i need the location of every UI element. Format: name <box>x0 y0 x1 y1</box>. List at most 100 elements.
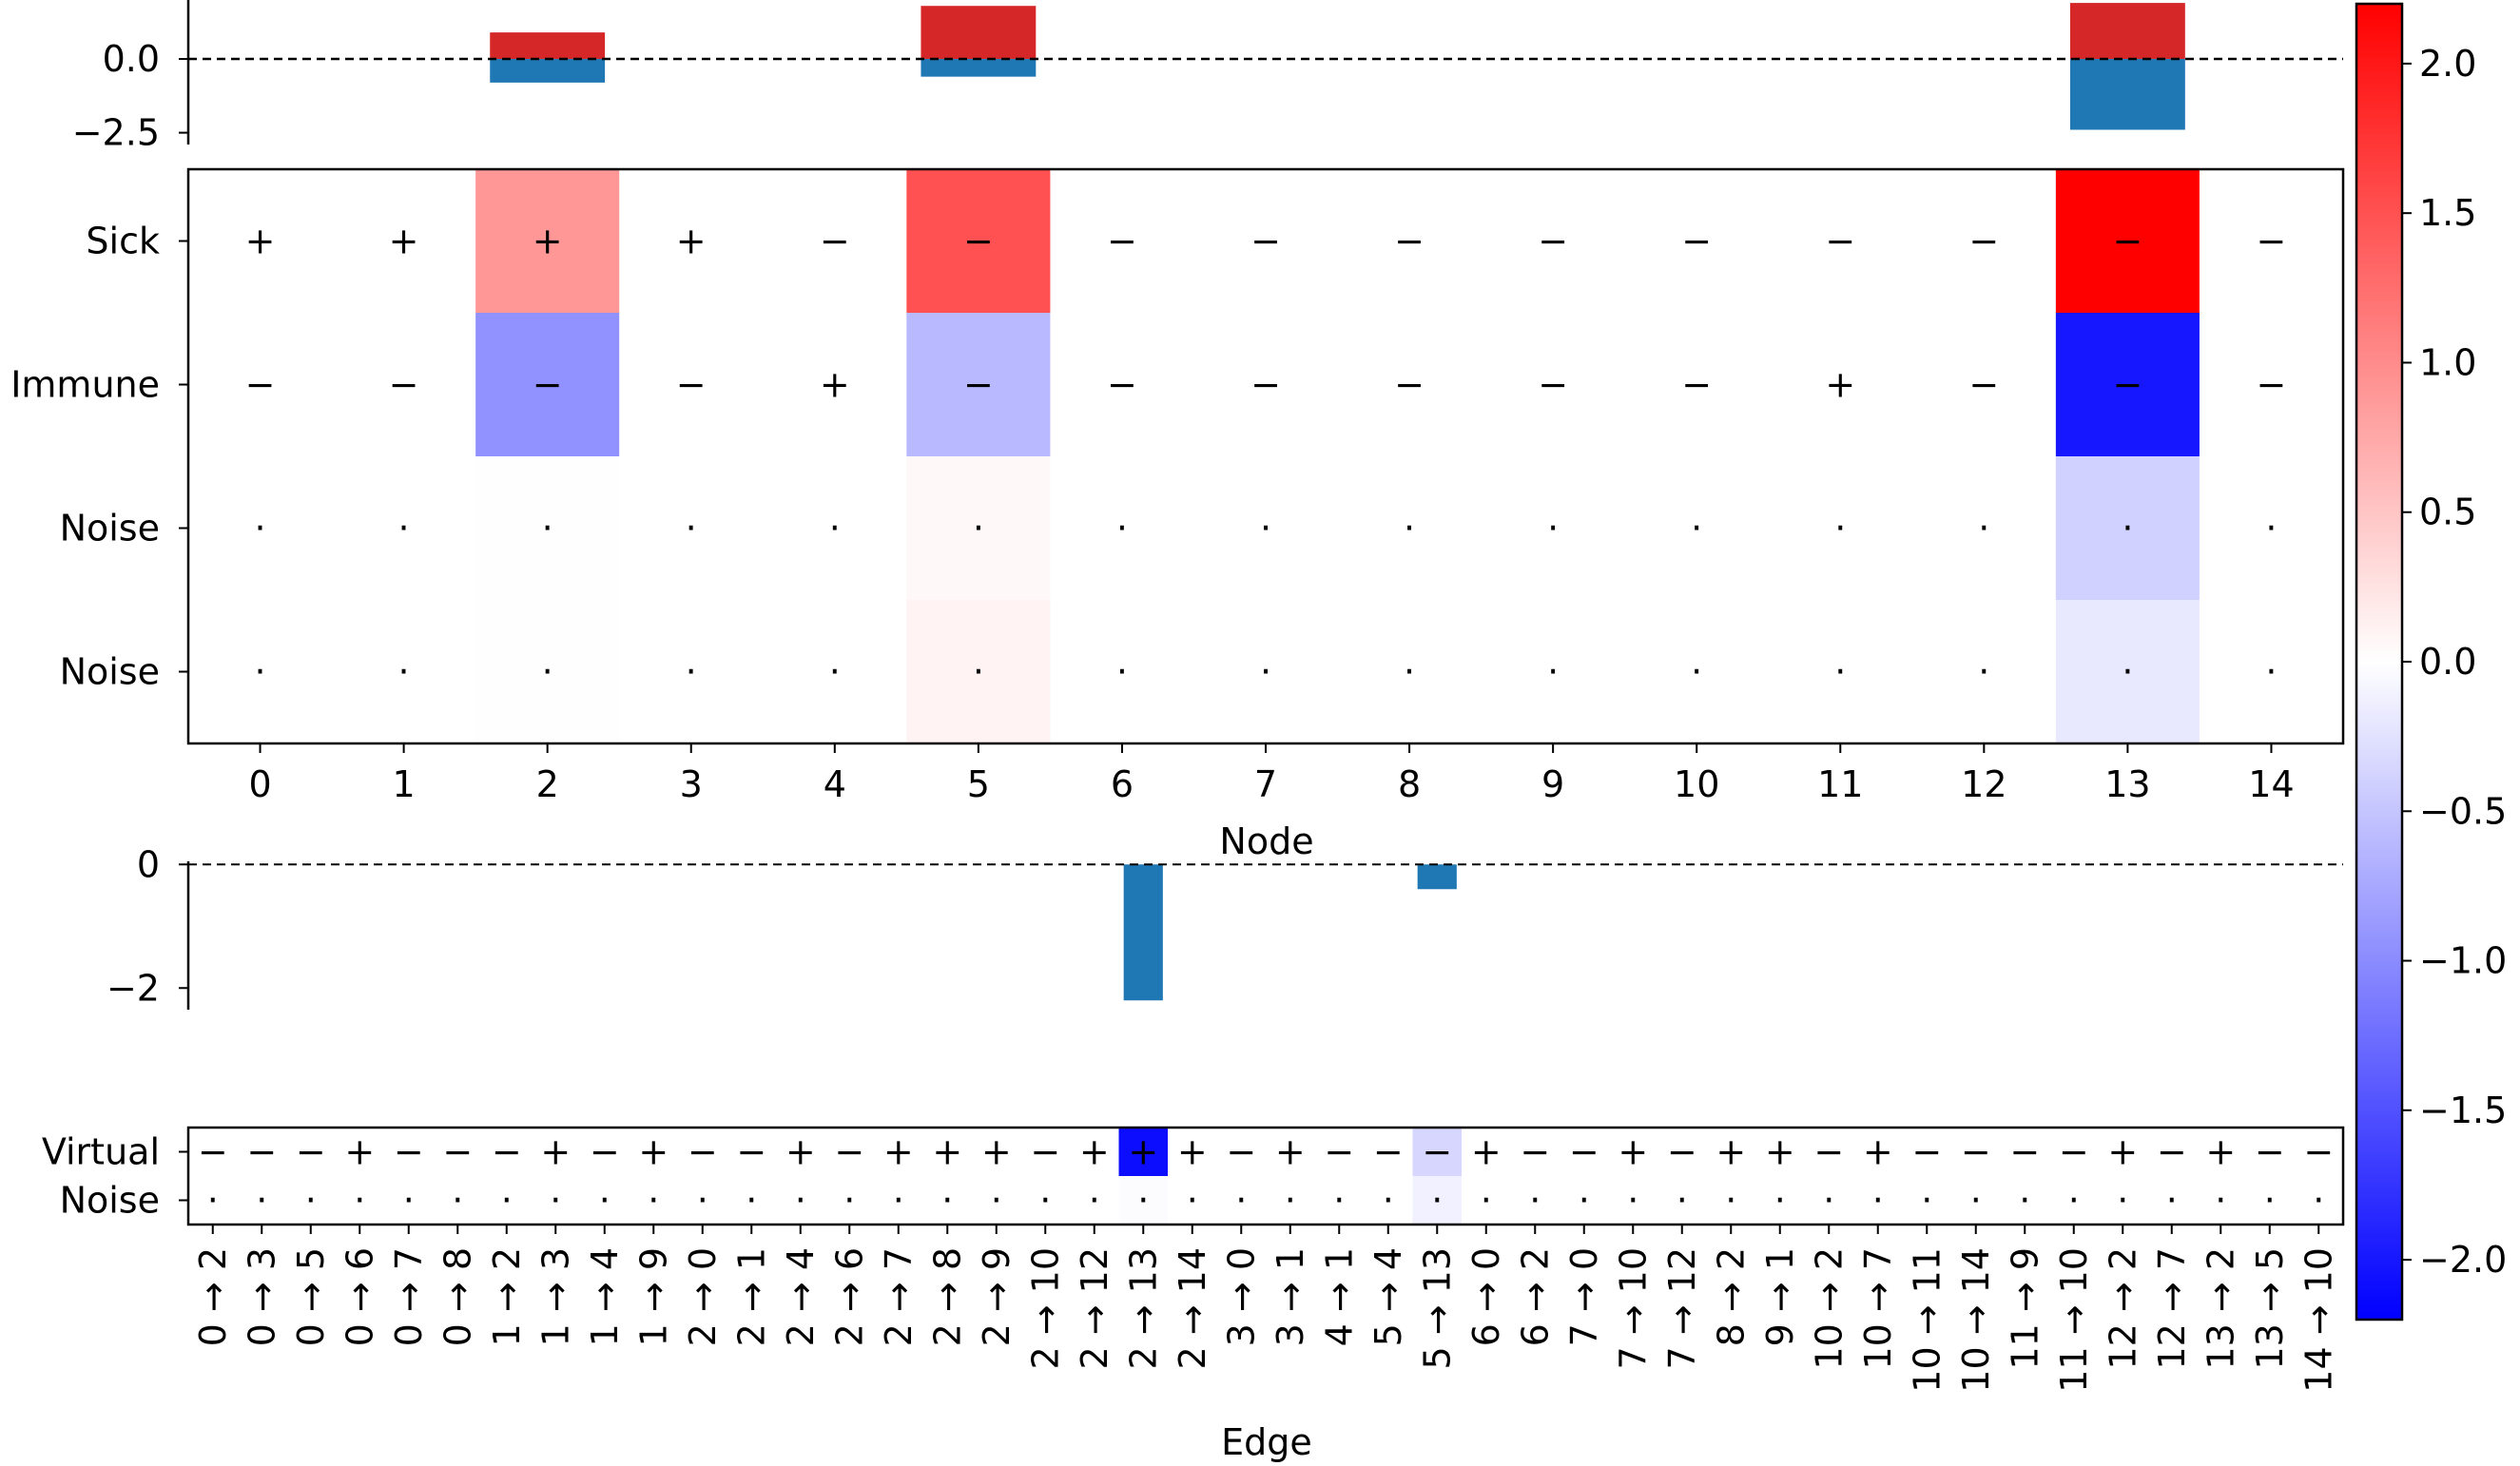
node-sign-glyph: + <box>676 221 707 262</box>
node-sign-glyph: · <box>1978 651 1989 693</box>
node-sign-glyph: − <box>1394 364 1425 406</box>
node-sign-glyph: − <box>963 364 994 406</box>
node-negative-bar <box>490 59 606 83</box>
edge-heatmap-cell <box>237 1176 287 1225</box>
edge-sign-glyph: · <box>1235 1180 1247 1222</box>
edge-sign-glyph: · <box>2264 1180 2276 1222</box>
node-x-tick-label: 8 <box>1398 763 1421 805</box>
edge-sign-glyph: · <box>2313 1180 2324 1222</box>
edge-sign-glyph: − <box>296 1131 326 1173</box>
edge-heatmap-cell <box>1706 1176 1756 1225</box>
node-heatmap-cell <box>1193 169 1339 314</box>
edge-heatmap-cell <box>1070 1128 1119 1177</box>
edge-x-tick-label: 10 → 14 <box>1955 1247 1997 1393</box>
node-sign-glyph: · <box>2122 508 2133 550</box>
edge-sign-glyph: − <box>2303 1131 2334 1173</box>
edge-sign-glyph: + <box>1177 1131 1208 1173</box>
edge-heatmap-cell <box>1951 1128 2001 1177</box>
colorbar-bar <box>2355 2 2404 1321</box>
edge-x-tick-label: 2 → 13 <box>1122 1247 1164 1370</box>
node-heatmap-cell <box>332 600 476 744</box>
node-positive-bar <box>2069 3 2185 60</box>
node-x-tick-label: 12 <box>1961 763 2006 805</box>
edge-x-tick-label: 2 → 12 <box>1074 1247 1115 1370</box>
node-heatmap-cell <box>332 456 476 601</box>
edge-heatmap-cell <box>1168 1176 1217 1225</box>
node-bar-y-tick-label: 0.0 <box>103 38 160 80</box>
node-sign-glyph: − <box>1538 221 1568 262</box>
edge-heatmap-cell <box>1951 1176 2001 1225</box>
node-x-tick-label: 9 <box>1541 763 1564 805</box>
edge-sign-glyph: · <box>207 1180 219 1222</box>
edge-heatmap-cell <box>2049 1128 2099 1177</box>
node-sign-glyph: − <box>1107 221 1137 262</box>
node-heatmap-cell <box>763 169 907 314</box>
edge-heatmap-cell <box>531 1176 581 1225</box>
node-heatmap-cell <box>2199 600 2344 744</box>
node-heatmap-cell <box>332 169 476 314</box>
edge-sign-glyph: − <box>1373 1131 1404 1173</box>
edge-heatmap-cell <box>482 1128 532 1177</box>
edge-heatmap-cell <box>433 1176 483 1225</box>
edge-heatmap-cell <box>1755 1128 1805 1177</box>
colorbar-tick-label: 1.5 <box>2419 192 2476 234</box>
edge-heatmap-cell <box>922 1128 973 1177</box>
edge-negative-bar <box>1417 864 1457 890</box>
edge-heatmap-cell <box>1118 1176 1169 1225</box>
edge-sign-glyph: − <box>1911 1131 1942 1173</box>
edge-sign-glyph: · <box>1823 1180 1834 1222</box>
node-heatmap-cell <box>1624 456 1770 601</box>
node-x-tick-label: 6 <box>1111 763 1134 805</box>
edge-heatmap-cell <box>1266 1176 1315 1225</box>
node-sign-glyph: + <box>245 221 276 262</box>
edge-sign-glyph: + <box>1275 1131 1306 1173</box>
edge-sign-glyph: − <box>2009 1131 2040 1173</box>
node-sign-glyph: · <box>829 651 841 693</box>
edge-sign-glyph: − <box>1961 1131 1991 1173</box>
colorbar-tick-label: 0.0 <box>2419 641 2476 683</box>
edge-heatmap-cell <box>2000 1128 2050 1177</box>
node-heatmap-cell <box>1050 313 1194 457</box>
node-heatmap-cell <box>1337 456 1483 601</box>
edge-x-tick-label: 0 → 8 <box>436 1247 478 1346</box>
node-sign-glyph: · <box>1691 508 1702 550</box>
node-heatmap-cell <box>188 169 333 314</box>
edge-sign-glyph: + <box>1765 1131 1795 1173</box>
edge-x-tick-label: 2 → 1 <box>730 1247 772 1346</box>
node-sign-glyph: · <box>973 508 984 550</box>
edge-sign-glyph: · <box>1481 1180 1492 1222</box>
edge-heatmap-cell <box>335 1176 385 1225</box>
node-heatmap-cell <box>906 169 1051 314</box>
node-heatmap-cell <box>763 456 907 601</box>
node-sign-glyph: − <box>1825 221 1855 262</box>
node-x-tick-label: 5 <box>967 763 990 805</box>
edge-x-tick-label: 7 → 0 <box>1563 1247 1605 1346</box>
edge-heatmap-cell <box>1216 1176 1267 1225</box>
node-heatmap-cell <box>2199 313 2344 457</box>
edge-heatmap-cell <box>1804 1128 1854 1177</box>
edge-heatmap-cell <box>1020 1176 1071 1225</box>
node-heatmap-cell <box>188 600 333 744</box>
node-sign-glyph: + <box>1825 364 1855 406</box>
edge-heatmap-cell <box>2245 1176 2295 1225</box>
edge-sign-glyph: + <box>1128 1131 1158 1173</box>
node-sign-glyph: − <box>820 221 850 262</box>
edge-y-tick-label: Virtual <box>42 1131 160 1173</box>
edge-x-tick-label: 2 → 4 <box>780 1247 822 1346</box>
edge-sign-glyph: − <box>442 1131 473 1173</box>
edge-heatmap-cell <box>2098 1128 2148 1177</box>
node-heatmap-cell <box>1911 169 2057 314</box>
node-heatmap-cell <box>619 313 764 457</box>
node-x-tick-label: 0 <box>248 763 271 805</box>
node-sign-glyph: − <box>1250 221 1281 262</box>
node-sign-glyph: · <box>686 651 697 693</box>
node-heatmap-cell <box>475 456 620 601</box>
edge-heatmap-cell <box>2147 1176 2197 1225</box>
node-negative-bar <box>2069 59 2185 130</box>
node-heatmap-cell <box>1768 456 1913 601</box>
node-heatmap-panel: + + + + − − − − − − − − − − − − − − − + − − − − − − + − − − · · · · · · · · · ·… <box>10 167 2345 805</box>
node-sign-glyph: − <box>1107 364 1137 406</box>
edge-heatmap-cell <box>1510 1176 1560 1225</box>
edge-heatmap-cell <box>1314 1176 1365 1225</box>
